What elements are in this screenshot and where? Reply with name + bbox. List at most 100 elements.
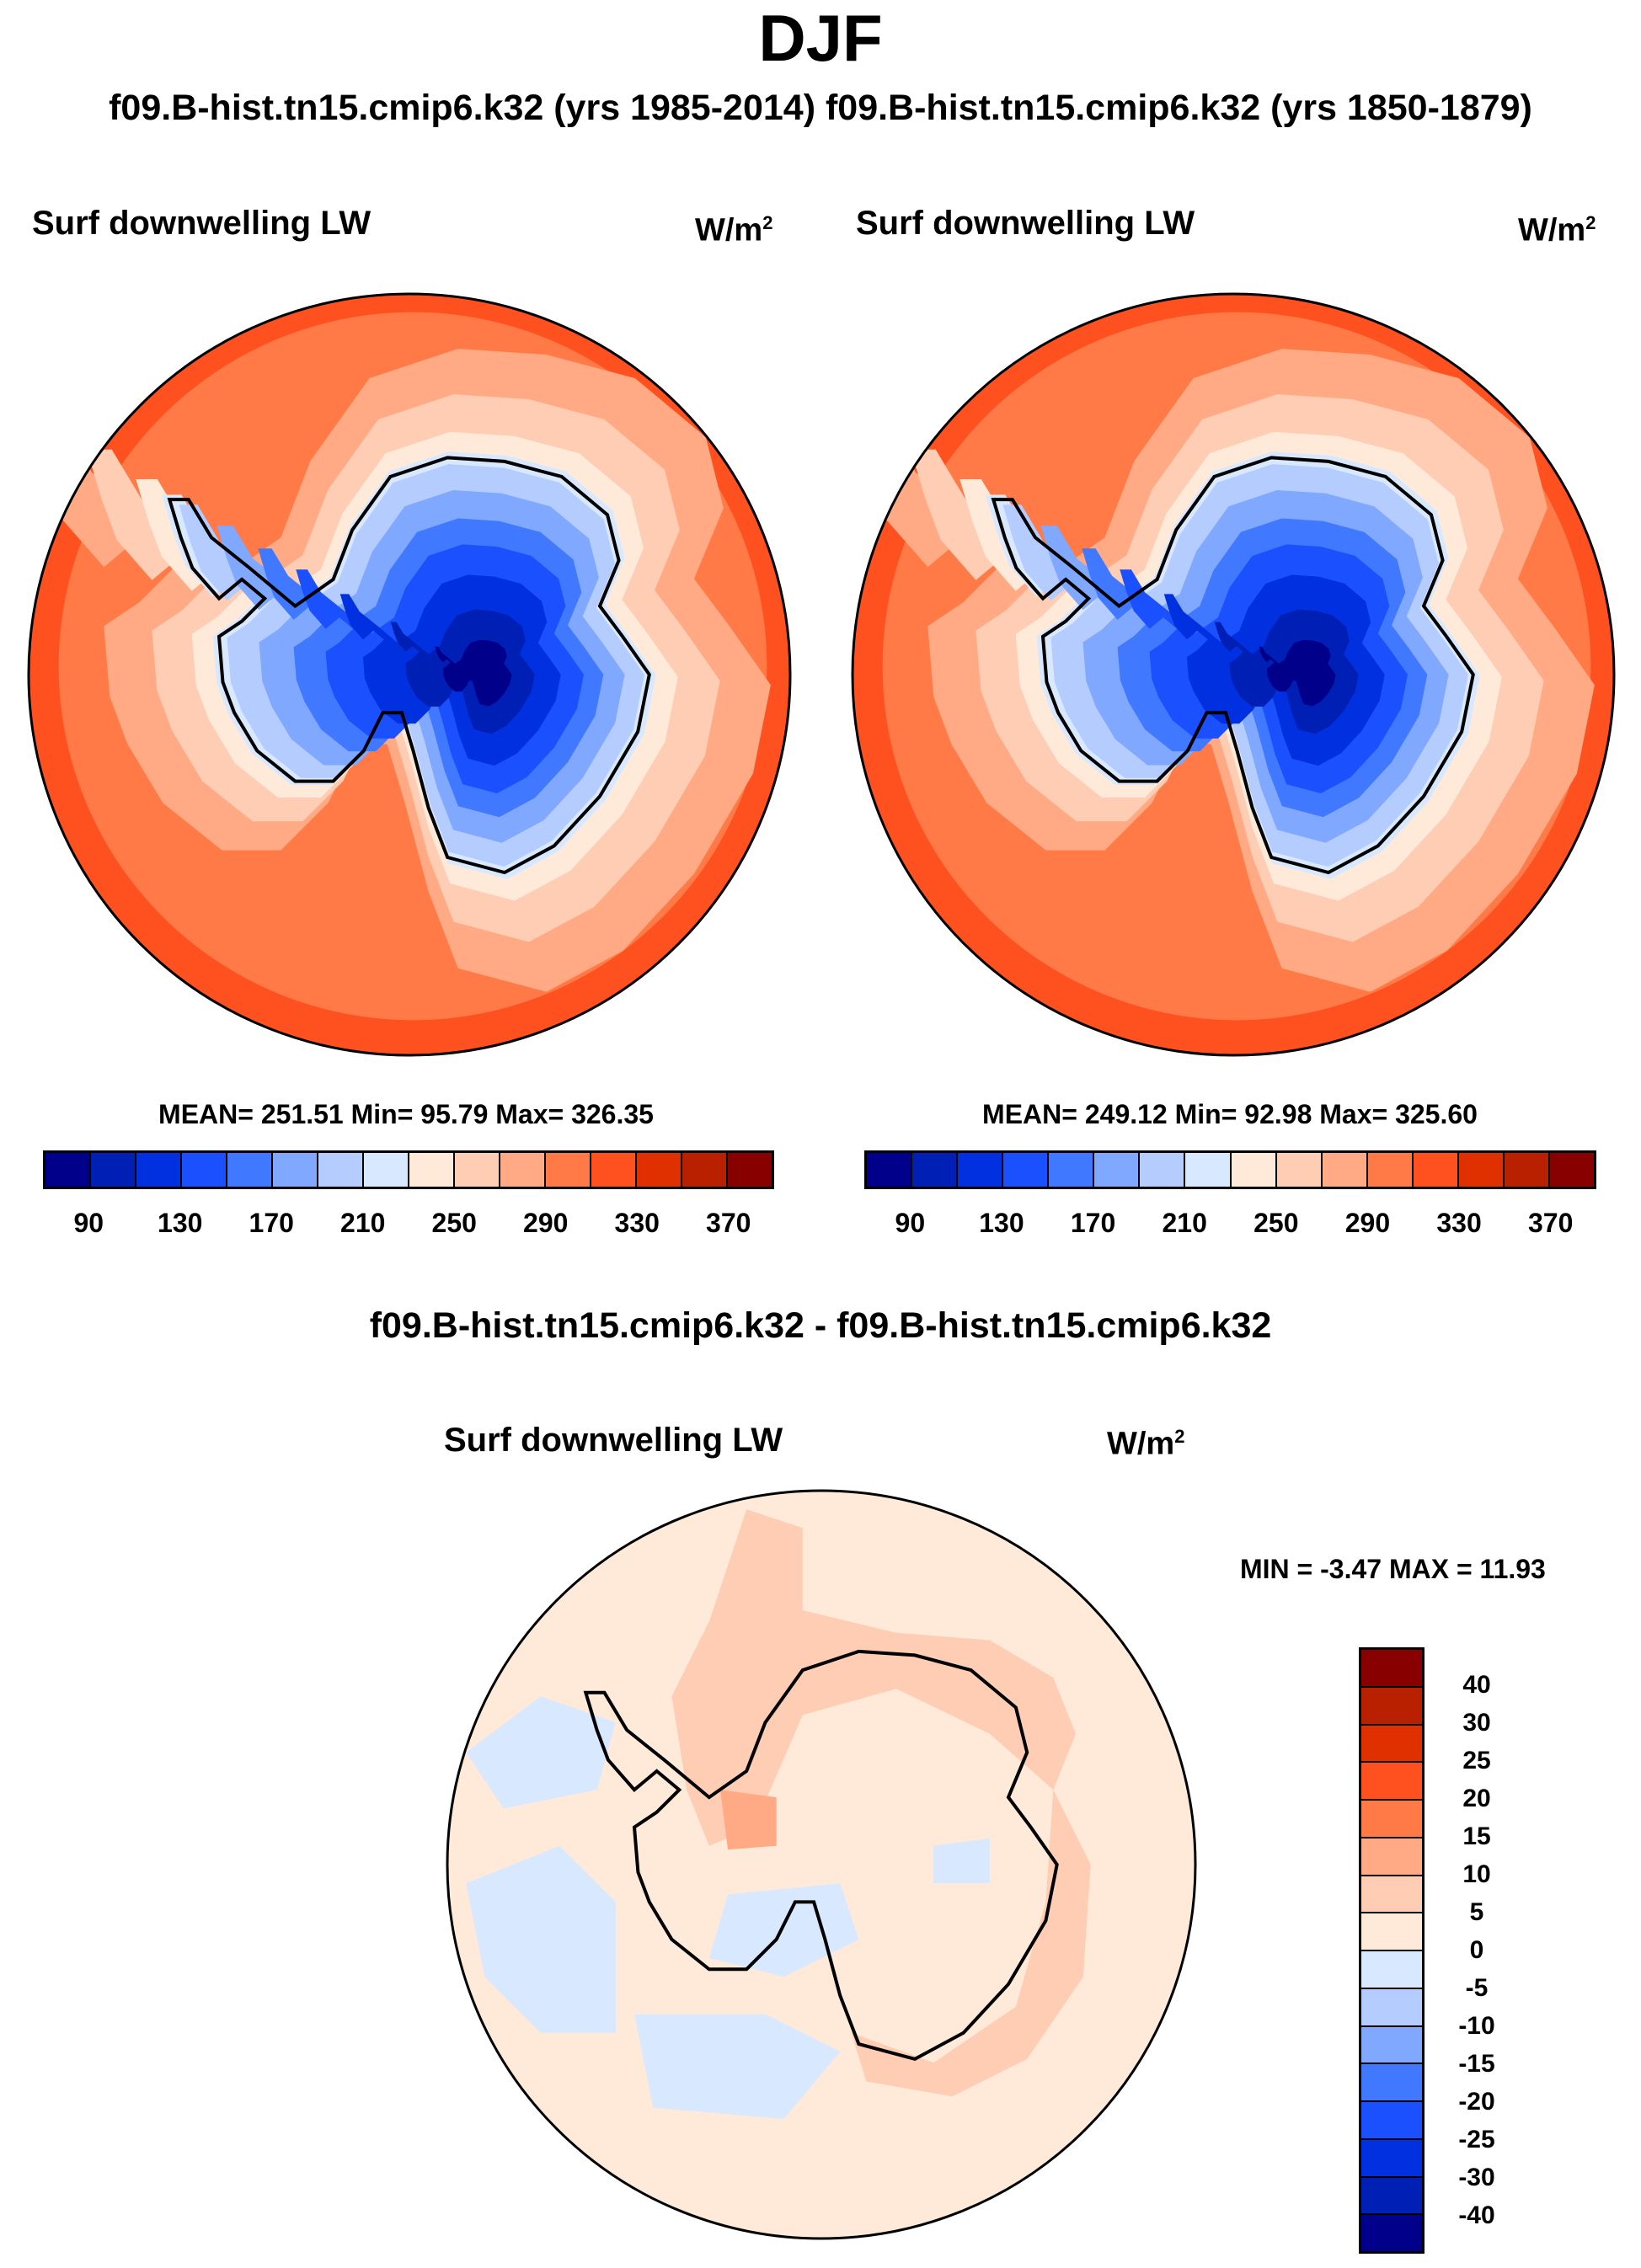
colorbar-box xyxy=(912,1153,959,1187)
units-exponent: 2 xyxy=(1585,212,1596,233)
colorbar-tick-label: -10 xyxy=(1458,2012,1495,2040)
colorbar-tick-label: 10 xyxy=(1462,1860,1491,1888)
colorbar-box xyxy=(1049,1153,1095,1187)
colorbar-tick-label: 370 xyxy=(706,1208,751,1238)
contour-band xyxy=(851,1790,1091,2097)
colorbar-box xyxy=(91,1153,136,1187)
colorbar-box xyxy=(1504,1153,1550,1187)
contour-band xyxy=(933,1838,990,1884)
colorbar-box xyxy=(1361,2139,1422,2178)
colorbar-box xyxy=(591,1153,637,1187)
panel3-stats: MIN = -3.47 MAX = 11.93 xyxy=(1240,1554,1546,1584)
contour-band xyxy=(671,1509,1076,1846)
colorbar-box xyxy=(1276,1153,1323,1187)
units-exponent: 2 xyxy=(762,212,773,233)
colorbar-box xyxy=(318,1153,364,1187)
colorbar-tick-label: 15 xyxy=(1462,1822,1491,1850)
contour-band xyxy=(466,1845,616,2033)
colorbar-tick-label: -25 xyxy=(1458,2126,1495,2153)
colorbar-box xyxy=(364,1153,409,1187)
colorbar-tick-label: -30 xyxy=(1458,2164,1495,2191)
colorbar-tick-label: -40 xyxy=(1458,2201,1495,2229)
contour-band xyxy=(466,1696,616,1809)
colorbar-box xyxy=(1361,1951,1422,1989)
colorbar-box xyxy=(1361,2215,1422,2251)
contour-band xyxy=(435,639,512,707)
coastline xyxy=(583,1649,1059,2062)
panel1-stats: MEAN= 251.51 Min= 95.79 Max= 326.35 xyxy=(158,1099,654,1129)
panel2-map xyxy=(851,292,1616,1057)
colorbar-box xyxy=(227,1153,273,1187)
colorbar-box xyxy=(1185,1153,1232,1187)
colorbar-tick-label: 30 xyxy=(1462,1709,1491,1737)
colorbar-tick-label: 170 xyxy=(249,1208,294,1238)
colorbar-box xyxy=(1361,2064,1422,2102)
colorbar-tick-label: 90 xyxy=(73,1208,104,1238)
colorbar-box xyxy=(1322,1153,1368,1187)
colorbar-box xyxy=(273,1153,318,1187)
panel3-map xyxy=(446,1489,1197,2240)
colorbar-tick-label: -15 xyxy=(1458,2050,1495,2078)
colorbar-box xyxy=(1361,1988,1422,2027)
colorbar-tick-label: 290 xyxy=(523,1208,569,1238)
colorbar-tick-label: 330 xyxy=(614,1208,660,1238)
colorbar-tick-label: 250 xyxy=(1253,1208,1299,1238)
colorbar-box xyxy=(1361,1838,1422,1876)
colorbar-box xyxy=(1231,1153,1277,1187)
colorbar-box xyxy=(958,1153,1004,1187)
colorbar-tick-label: 210 xyxy=(340,1208,386,1238)
colorbar-box xyxy=(1413,1153,1459,1187)
colorbar-box xyxy=(1361,1725,1422,1764)
colorbar-tick-label: 370 xyxy=(1527,1208,1574,1238)
units-text: W/m xyxy=(1518,212,1586,248)
colorbar-box xyxy=(455,1153,500,1187)
coastline xyxy=(991,456,1475,875)
panel2-units: W/m2 xyxy=(1518,212,1596,249)
panel2-colorbar xyxy=(864,1150,1596,1189)
colorbar-tick-label: 250 xyxy=(431,1208,477,1238)
colorbar-box xyxy=(1140,1153,1186,1187)
colorbar-box xyxy=(1361,2102,1422,2140)
colorbar-tick-label: 0 xyxy=(1469,1936,1484,1964)
colorbar-box xyxy=(1361,1913,1422,1951)
units-text: W/m xyxy=(695,212,763,248)
colorbar-box xyxy=(867,1153,913,1187)
colorbar-tick-label: -20 xyxy=(1458,2088,1495,2116)
map-border xyxy=(446,1489,1197,2240)
colorbar-box xyxy=(1003,1153,1050,1187)
colorbar-tick-label: -5 xyxy=(1465,1974,1489,2002)
contour-band xyxy=(1259,639,1336,707)
main-title: DJF xyxy=(758,1,883,75)
difference-title: f09.B-hist.tn15.cmip6.k32 - f09.B-hist.t… xyxy=(369,1305,1272,1346)
panel1-colorbar xyxy=(43,1150,774,1189)
contour-band xyxy=(720,1790,777,1850)
panel1-map xyxy=(27,292,792,1057)
colorbar-tick-label: 170 xyxy=(1070,1208,1116,1238)
colorbar-box xyxy=(682,1153,728,1187)
colorbar-box xyxy=(1367,1153,1414,1187)
colorbar-box xyxy=(1361,1763,1422,1801)
colorbar-box xyxy=(1458,1153,1505,1187)
map-border xyxy=(27,292,792,1057)
colorbar-box xyxy=(637,1153,682,1187)
colorbar-box xyxy=(409,1153,455,1187)
colorbar-tick-label: 290 xyxy=(1344,1208,1391,1238)
colorbar-box xyxy=(1361,2026,1422,2065)
units-text: W/m xyxy=(1107,1426,1175,1462)
units-exponent: 2 xyxy=(1174,1426,1185,1447)
colorbar-tick-label: 210 xyxy=(1162,1208,1207,1238)
colorbar-box xyxy=(1361,1650,1422,1688)
contour-band xyxy=(708,1883,859,1977)
panel2-title: Surf downwelling LW xyxy=(856,205,1195,242)
colorbar-box xyxy=(1094,1153,1141,1187)
panel1-title: Surf downwelling LW xyxy=(32,205,371,242)
coastline xyxy=(167,456,651,875)
colorbar-box xyxy=(1361,2177,1422,2216)
colorbar-box xyxy=(136,1153,182,1187)
colorbar-tick-label: 330 xyxy=(1436,1208,1482,1238)
colorbar-tick-label: 40 xyxy=(1462,1671,1491,1699)
colorbar-box xyxy=(546,1153,591,1187)
colorbar-box xyxy=(1549,1153,1594,1187)
contour-band xyxy=(634,2014,841,2119)
colorbar-box xyxy=(45,1153,91,1187)
